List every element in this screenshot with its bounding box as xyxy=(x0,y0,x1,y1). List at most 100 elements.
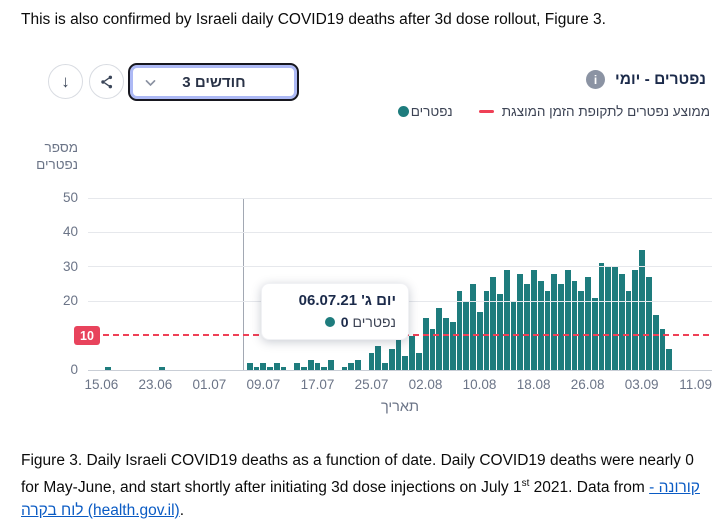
bar[interactable] xyxy=(470,284,476,370)
x-axis-title: תאריך xyxy=(380,399,420,415)
gridline xyxy=(88,266,712,267)
average-series-dash-icon xyxy=(478,110,494,113)
bar[interactable] xyxy=(612,266,618,370)
tooltip-value-row: 0 נפטרים xyxy=(274,314,396,330)
bar[interactable] xyxy=(490,277,497,370)
chart-header: i נפטרים - יומי xyxy=(586,70,706,89)
bar[interactable] xyxy=(341,366,348,370)
bar[interactable] xyxy=(503,270,510,370)
bar[interactable] xyxy=(307,359,314,370)
bar[interactable] xyxy=(544,290,551,370)
bar[interactable] xyxy=(666,349,673,370)
download-icon: ↓ xyxy=(61,71,70,91)
bar[interactable] xyxy=(388,349,395,370)
x-tick-label: 11.09 xyxy=(679,377,712,392)
bar[interactable] xyxy=(578,290,585,370)
bar-strip xyxy=(98,198,699,370)
y-tick-label: 50 xyxy=(62,190,78,205)
x-tick-label: 02.08 xyxy=(408,377,443,392)
data-source-link[interactable]: קורונה - לוח בקרה (health.gov.il) xyxy=(21,479,700,520)
x-tick-label: 15.06 xyxy=(84,377,119,392)
chart-title: נפטרים - יומי xyxy=(615,70,706,88)
bar[interactable] xyxy=(625,290,632,370)
bar[interactable] xyxy=(605,266,612,370)
bar[interactable] xyxy=(368,352,375,370)
share-button[interactable] xyxy=(89,64,124,99)
bar[interactable] xyxy=(598,263,605,370)
bar[interactable] xyxy=(483,290,490,370)
bar[interactable] xyxy=(591,297,598,370)
x-tick-label: 01.07 xyxy=(192,377,227,392)
x-tick-label: 10.08 xyxy=(462,377,497,392)
legend-item-average[interactable]: ממוצע נפטרים לתקופת הזמן המוצגת xyxy=(501,104,710,119)
bar[interactable] xyxy=(375,345,382,370)
bar[interactable] xyxy=(348,363,355,370)
bar[interactable] xyxy=(158,366,165,370)
bar[interactable] xyxy=(632,270,639,370)
bar[interactable] xyxy=(558,284,564,370)
bar[interactable] xyxy=(415,352,422,370)
time-range-select[interactable]: 3 חודשים xyxy=(128,63,299,101)
chevron-down-icon xyxy=(144,76,157,89)
y-tick-label: 20 xyxy=(62,293,78,309)
bar[interactable] xyxy=(267,366,273,370)
bar[interactable] xyxy=(328,359,334,370)
bar[interactable] xyxy=(517,273,524,370)
bar[interactable] xyxy=(646,277,652,370)
x-tick-label: 18.08 xyxy=(516,377,551,392)
bar[interactable] xyxy=(429,328,436,370)
bar[interactable] xyxy=(571,280,578,370)
bar[interactable] xyxy=(652,315,659,370)
bar[interactable] xyxy=(585,277,591,370)
bar[interactable] xyxy=(104,366,111,370)
bar[interactable] xyxy=(436,308,443,370)
legend-item-deaths[interactable]: נפטרים xyxy=(410,104,453,119)
download-button[interactable]: ↓ xyxy=(48,64,83,99)
x-axis-line xyxy=(88,370,712,371)
average-value-badge: 10 xyxy=(74,326,100,345)
bar[interactable] xyxy=(260,363,267,370)
bar[interactable] xyxy=(497,294,503,370)
bar[interactable] xyxy=(531,270,537,370)
bar[interactable] xyxy=(253,366,260,370)
bar[interactable] xyxy=(355,359,361,370)
x-tick-label: 17.07 xyxy=(300,377,335,392)
bar[interactable] xyxy=(402,356,409,370)
x-tick-label: 26.08 xyxy=(570,377,605,392)
bar[interactable] xyxy=(294,363,300,370)
bar[interactable] xyxy=(314,363,321,370)
bar[interactable] xyxy=(537,280,544,370)
bar[interactable] xyxy=(449,321,456,370)
gridline xyxy=(88,198,712,199)
bar[interactable] xyxy=(564,270,571,370)
bar[interactable] xyxy=(246,363,253,370)
caption-superscript: st xyxy=(521,478,530,489)
tooltip-value: 0 xyxy=(340,314,349,330)
gridline xyxy=(88,232,712,233)
y-tick-label: 40 xyxy=(62,224,78,240)
time-range-value: 3 חודשים xyxy=(182,73,246,91)
bar[interactable] xyxy=(382,363,388,370)
bar[interactable] xyxy=(321,366,328,370)
bar[interactable] xyxy=(456,290,463,370)
bar[interactable] xyxy=(659,328,666,370)
x-tick-label: 23.06 xyxy=(138,377,173,392)
bar[interactable] xyxy=(476,311,483,370)
bar[interactable] xyxy=(443,318,449,370)
bar[interactable] xyxy=(551,273,558,370)
y-axis-label: מספר נפטרים xyxy=(36,140,78,172)
bar[interactable] xyxy=(300,366,307,370)
bar[interactable] xyxy=(280,366,287,370)
bar[interactable] xyxy=(422,318,429,370)
x-tick-label: 03.09 xyxy=(624,377,659,392)
tooltip-series-dot-icon xyxy=(324,317,335,327)
bar[interactable] xyxy=(409,335,415,370)
bar[interactable] xyxy=(639,249,646,370)
bar[interactable] xyxy=(273,363,280,370)
bar[interactable] xyxy=(618,273,625,370)
bar[interactable] xyxy=(395,339,402,370)
info-icon[interactable]: i xyxy=(586,70,606,89)
bar[interactable] xyxy=(524,284,530,370)
hover-reference-line xyxy=(243,198,244,370)
